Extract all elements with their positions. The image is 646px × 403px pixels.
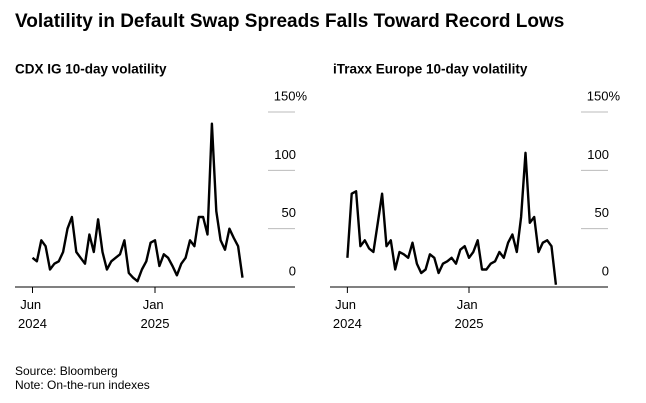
chart-title: Volatility in Default Swap Spreads Falls… <box>15 11 564 32</box>
x-tick-label: Jun 2024 <box>333 297 362 331</box>
y-tick-label: 100 <box>274 147 296 162</box>
y-tick-label: 150% <box>587 88 621 103</box>
x-tick-label: Jan 2025 <box>141 297 170 331</box>
line <box>31 122 244 283</box>
x-tick-label: Jun 2024 <box>18 297 47 331</box>
y-tick-label: 0 <box>289 263 296 278</box>
y-tick-label: 0 <box>602 263 609 278</box>
y-tick-label: 50 <box>595 205 609 220</box>
panel-title: iTraxx Europe 10-day volatility <box>333 62 528 77</box>
source-note: Source: Bloomberg <box>15 364 118 378</box>
panel-title: CDX IG 10-day volatility <box>15 62 167 77</box>
y-tick-label: 150% <box>274 88 308 103</box>
y-tick-label: 50 <box>282 205 296 220</box>
line <box>346 151 558 285</box>
x-tick-label: Jan 2025 <box>455 297 484 331</box>
y-tick-label: 100 <box>587 147 609 162</box>
footnote: Note: On-the-run indexes <box>15 378 150 392</box>
